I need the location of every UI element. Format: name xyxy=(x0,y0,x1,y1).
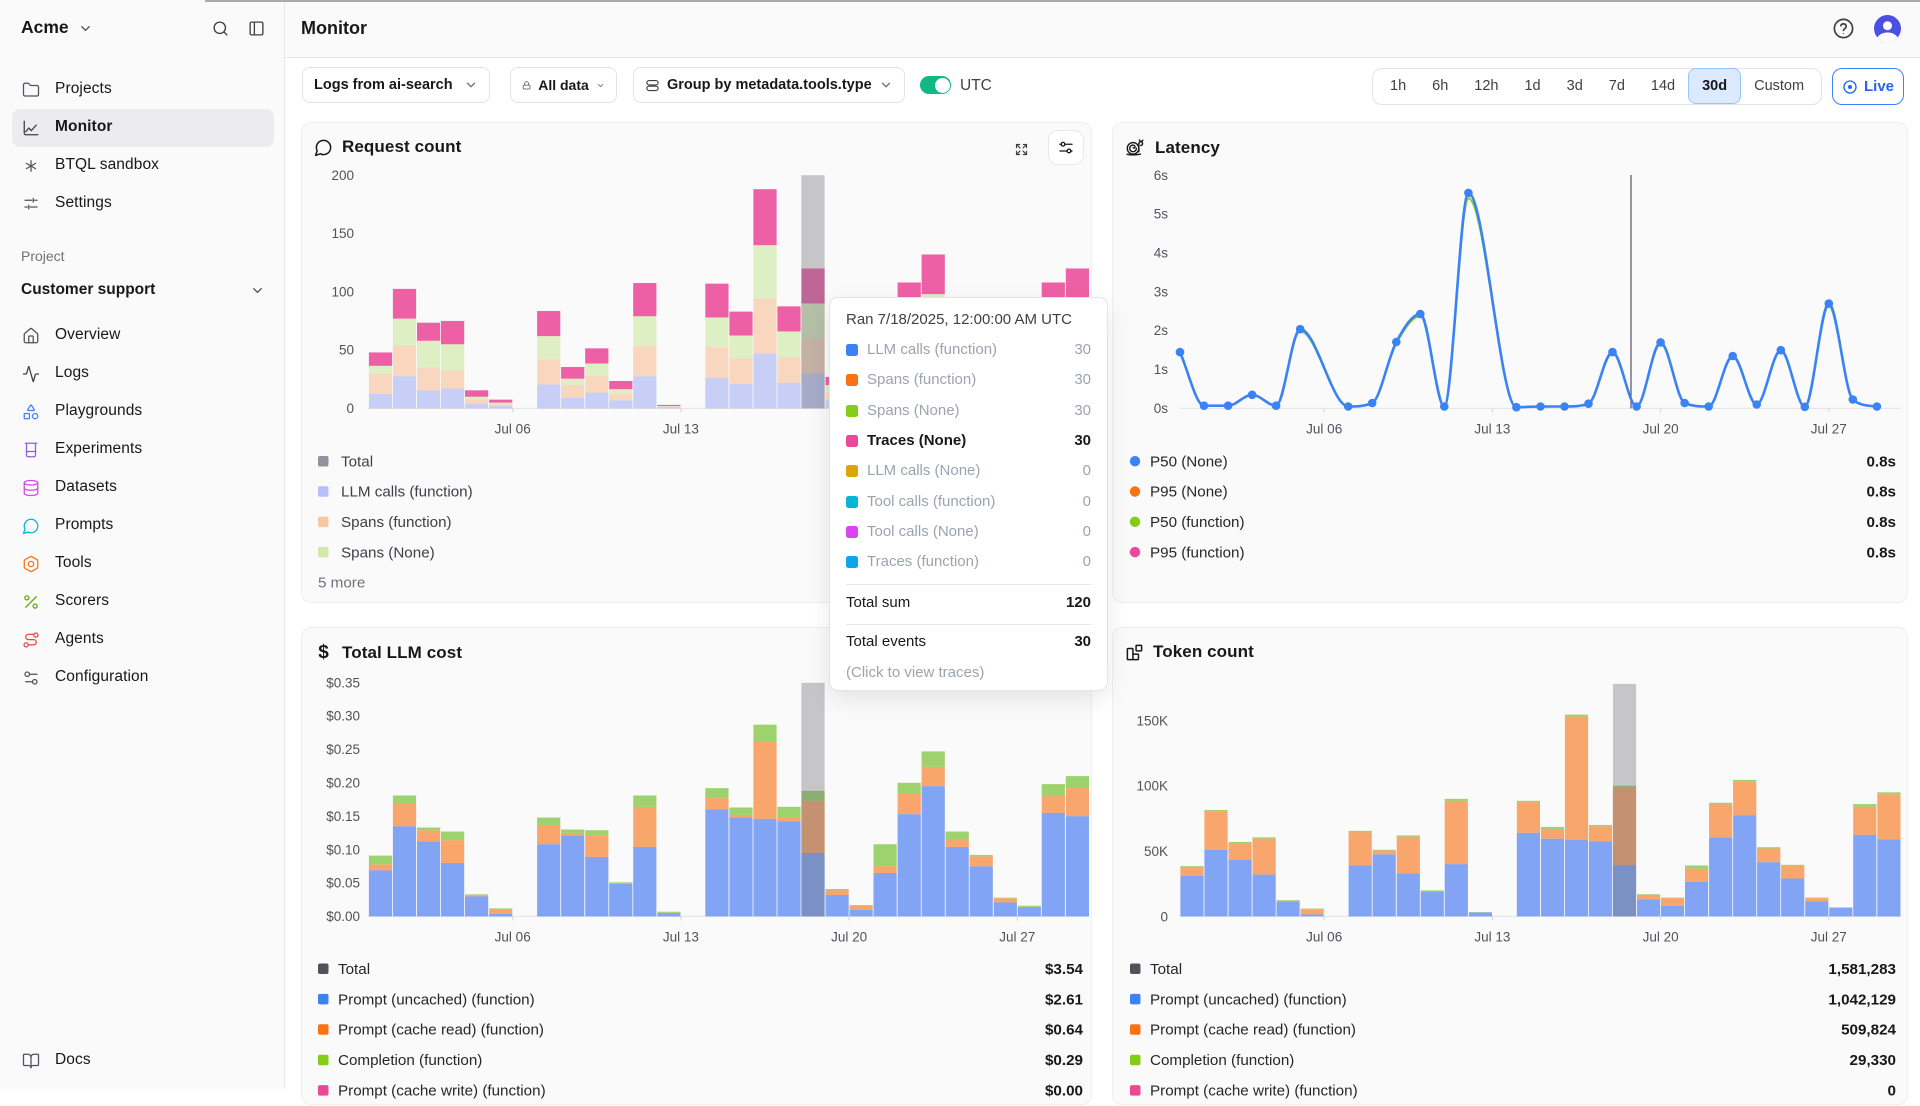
svg-text:Jul 13: Jul 13 xyxy=(663,421,699,436)
svg-text:200: 200 xyxy=(331,168,354,183)
svg-text:$0.00: $0.00 xyxy=(1045,1083,1083,1100)
svg-text:P95 (None): P95 (None) xyxy=(1150,484,1228,501)
svg-text:5s: 5s xyxy=(1154,207,1169,222)
svg-text:0s: 0s xyxy=(1154,401,1169,416)
svg-text:P95 (function): P95 (function) xyxy=(1150,544,1245,561)
svg-text:Jul 13: Jul 13 xyxy=(663,929,699,944)
svg-text:Completion (function): Completion (function) xyxy=(338,1052,482,1069)
svg-text:Completion (function): Completion (function) xyxy=(1150,1052,1294,1069)
svg-text:150K: 150K xyxy=(1136,713,1168,728)
svg-text:0: 0 xyxy=(346,401,354,416)
svg-text:P50 (function): P50 (function) xyxy=(1150,514,1245,531)
svg-text:Jul 13: Jul 13 xyxy=(1474,421,1510,436)
svg-text:$0.35: $0.35 xyxy=(326,675,360,690)
svg-text:Spans (function): Spans (function) xyxy=(341,514,452,531)
svg-text:$3.54: $3.54 xyxy=(1045,961,1084,978)
svg-text:Jul 27: Jul 27 xyxy=(999,929,1035,944)
svg-text:Total: Total xyxy=(341,453,373,470)
svg-text:Jul 27: Jul 27 xyxy=(1811,421,1847,436)
svg-text:0.8s: 0.8s xyxy=(1866,453,1896,470)
svg-text:100K: 100K xyxy=(1136,779,1168,794)
svg-text:50: 50 xyxy=(339,343,354,358)
svg-text:$0.05: $0.05 xyxy=(326,876,360,891)
svg-text:Jul 20: Jul 20 xyxy=(831,929,867,944)
svg-text:Total: Total xyxy=(338,961,370,978)
svg-text:100: 100 xyxy=(331,284,354,299)
svg-text:$0.25: $0.25 xyxy=(326,742,360,757)
svg-text:$0.15: $0.15 xyxy=(326,809,360,824)
svg-text:Jul 06: Jul 06 xyxy=(495,929,531,944)
svg-text:3s: 3s xyxy=(1154,284,1169,299)
svg-text:Jul 27: Jul 27 xyxy=(1811,929,1847,944)
svg-text:Jul 06: Jul 06 xyxy=(1306,421,1342,436)
svg-text:Jul 20: Jul 20 xyxy=(1643,421,1679,436)
svg-text:509,824: 509,824 xyxy=(1841,1022,1896,1039)
svg-text:$0.00: $0.00 xyxy=(326,909,360,924)
svg-text:4s: 4s xyxy=(1154,246,1169,261)
svg-text:Jul 06: Jul 06 xyxy=(495,421,531,436)
svg-text:$0.30: $0.30 xyxy=(326,709,360,724)
svg-text:Prompt (cache read) (function): Prompt (cache read) (function) xyxy=(1150,1022,1356,1039)
svg-text:2s: 2s xyxy=(1154,323,1169,338)
svg-text:5 more: 5 more xyxy=(318,574,365,591)
svg-text:Jul 13: Jul 13 xyxy=(1474,929,1510,944)
svg-text:1,581,283: 1,581,283 xyxy=(1828,961,1896,978)
svg-text:LLM calls (function): LLM calls (function) xyxy=(341,484,473,501)
svg-text:Prompt (cache read) (function): Prompt (cache read) (function) xyxy=(338,1022,544,1039)
svg-text:0.8s: 0.8s xyxy=(1866,544,1896,561)
svg-text:$0.64: $0.64 xyxy=(1045,1022,1084,1039)
svg-text:$0.20: $0.20 xyxy=(326,776,360,791)
svg-text:Total: Total xyxy=(1150,961,1182,978)
svg-text:Prompt (uncached) (function): Prompt (uncached) (function) xyxy=(338,991,535,1008)
svg-text:$0.10: $0.10 xyxy=(326,842,360,857)
svg-text:Prompt (cache write) (function: Prompt (cache write) (function) xyxy=(1150,1083,1358,1100)
svg-text:$0.29: $0.29 xyxy=(1045,1052,1083,1069)
svg-text:1s: 1s xyxy=(1154,362,1169,377)
svg-text:0.8s: 0.8s xyxy=(1866,514,1896,531)
svg-text:$2.61: $2.61 xyxy=(1045,991,1084,1008)
svg-text:Prompt (uncached) (function): Prompt (uncached) (function) xyxy=(1150,991,1347,1008)
svg-text:29,330: 29,330 xyxy=(1850,1052,1896,1069)
svg-text:150: 150 xyxy=(331,226,354,241)
svg-text:Spans (None): Spans (None) xyxy=(341,544,435,561)
svg-text:50K: 50K xyxy=(1144,844,1168,859)
svg-text:0.8s: 0.8s xyxy=(1866,484,1896,501)
svg-text:Jul 06: Jul 06 xyxy=(1306,929,1342,944)
svg-text:6s: 6s xyxy=(1154,168,1169,183)
svg-text:P50 (None): P50 (None) xyxy=(1150,453,1228,470)
svg-text:Prompt (cache write) (function: Prompt (cache write) (function) xyxy=(338,1083,546,1100)
svg-text:0: 0 xyxy=(1888,1083,1896,1100)
svg-text:0: 0 xyxy=(1160,909,1168,924)
svg-text:Jul 20: Jul 20 xyxy=(1643,929,1679,944)
svg-text:1,042,129: 1,042,129 xyxy=(1828,991,1896,1008)
